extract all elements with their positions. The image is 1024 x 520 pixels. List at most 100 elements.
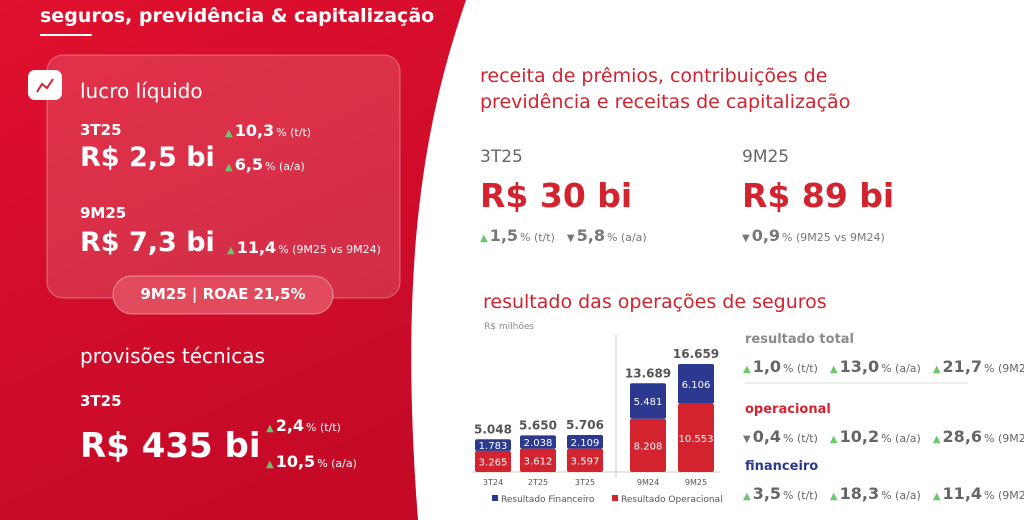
change-value: 10,5 [275, 452, 316, 471]
change-value: 1,0 [752, 357, 782, 376]
total-label: 13.689 [625, 366, 671, 380]
icon [28, 70, 62, 100]
total-label: 16.659 [673, 347, 719, 361]
trend-arrow: ▲ [932, 434, 941, 445]
total-label: 5.048 [474, 422, 512, 436]
x-tick-label: 9M24 [637, 478, 659, 487]
bar-segment [520, 435, 556, 449]
change-value: 1,5 [489, 226, 519, 245]
bar-segment [630, 418, 666, 472]
value-label: 6.106 [682, 380, 711, 391]
legend-label: Resultado Operacional [621, 495, 723, 505]
change-value: 5,8 [576, 226, 605, 245]
trend-arrow: ▲ [932, 491, 941, 502]
change-row: ▼0,4% (t/t)▲10,2% (a/a)▲28,6% (9M25 vs 9… [743, 427, 1024, 446]
change-row: ▲ 10,3% (t/t) [225, 121, 321, 140]
total-label: 5.650 [519, 418, 557, 432]
change-unit: % (t/t) [520, 231, 555, 244]
unit-label: R$ milhões [484, 322, 534, 332]
change-unit: % (9M25 vs 9M24) [782, 231, 885, 244]
change-value: 18,3 [839, 484, 880, 503]
trend-arrow: ▲ [225, 128, 233, 139]
trend-arrow: ▲ [829, 491, 838, 502]
trend-arrow: ▲ [480, 233, 488, 244]
change-unit: % (a/a) [881, 362, 921, 375]
bar-segment [475, 450, 511, 472]
value-label: 10.553 [679, 434, 714, 445]
x-tick-label: 2T25 [528, 478, 548, 487]
x-tick-label: 9M25 [685, 478, 707, 487]
change-unit: % (9M25 vs 9M24) [984, 432, 1024, 445]
section-title: receita de prêmios, contribuições de [480, 65, 828, 87]
change-row: ▲ 10,5% (a/a) [266, 452, 367, 471]
big-value: R$ 89 bi [742, 176, 895, 215]
value-label: 2.109 [571, 438, 600, 449]
section-title: previdência e receitas de capitalização [480, 91, 851, 113]
trend-arrow: ▲ [225, 162, 233, 173]
section-title: provisões técnicas [80, 344, 265, 368]
change-value: 21,7 [942, 357, 983, 376]
change-unit: % (a/a) [606, 231, 647, 244]
big-value: R$ 435 bi [80, 426, 261, 466]
legend-swatch [492, 495, 498, 501]
x-tick-label: 3T25 [575, 478, 595, 487]
x-tick-label: 3T24 [483, 478, 503, 487]
trend-arrow: ▲ [227, 245, 235, 256]
change-row: ▲ 11,4% (9M25 vs 9M24) [227, 238, 391, 257]
trend-arrow: ▲ [743, 364, 751, 375]
change-unit: % (t/t) [783, 362, 818, 375]
total-label: 5.706 [566, 418, 604, 432]
change-unit: % (t/t) [276, 126, 312, 139]
trend-arrow: ▲ [266, 423, 274, 434]
change-value: 11,4 [942, 484, 983, 503]
value-label: 8.208 [634, 441, 663, 452]
period: 9M25 [742, 147, 790, 167]
trend-arrow: ▼ [742, 233, 750, 244]
red-panel [0, 0, 466, 520]
trend-arrow: ▲ [266, 459, 274, 470]
change-unit: % (t/t) [306, 421, 341, 434]
value-label: 2.038 [524, 438, 553, 449]
bar-segment [567, 435, 603, 449]
change-row: ▲ 1,5% (t/t) ▼ 5,8% (a/a) [480, 226, 657, 245]
period: 3T25 [480, 147, 523, 167]
bar-segment [678, 403, 714, 472]
legend-label: Resultado Financeiro [501, 495, 595, 505]
card-title: lucro líquido [80, 79, 203, 103]
change-row: ▼ 0,9% (9M25 vs 9M24) [742, 226, 895, 245]
value-label: 3.612 [524, 456, 553, 467]
bar-segment [520, 448, 556, 472]
bar-segment [630, 383, 666, 419]
change-unit: % (a/a) [881, 432, 921, 445]
change-value: 3,5 [752, 484, 782, 503]
change-row: ▲ 2,4% (t/t) [266, 416, 351, 435]
period: 9M25 [80, 204, 127, 222]
breakdown-label: financeiro [745, 459, 819, 474]
change-unit: % (9M25 vs 9M24) [984, 489, 1024, 502]
value-label: 1.783 [479, 441, 508, 452]
change-value: 10,3 [234, 121, 275, 140]
roae: 9M25 | ROAE 21,5% [140, 285, 306, 303]
trend-arrow: ▼ [743, 434, 751, 445]
value-label: 5.481 [634, 397, 663, 408]
change-value: 2,4 [275, 416, 305, 435]
change-unit: % (9M25 vs 9M24) [984, 362, 1024, 375]
change-row: ▲3,5% (t/t)▲18,3% (a/a)▲11,4% (9M25 vs 9… [743, 484, 1024, 503]
change-value: 0,4 [752, 427, 782, 446]
change-unit: % (a/a) [881, 489, 921, 502]
change-row: ▲1,0% (t/t)▲13,0% (a/a)▲21,7% (9M25 vs 9… [743, 357, 1024, 376]
change-value: 28,6 [942, 427, 983, 446]
value-label: 3.265 [479, 457, 508, 468]
roae-pill [112, 275, 334, 315]
trend-arrow: ▲ [829, 434, 838, 445]
big-value: R$ 2,5 bi [80, 142, 215, 173]
trend-arrow: ▼ [566, 233, 575, 244]
period: 3T25 [80, 392, 122, 410]
big-value: R$ 30 bi [480, 176, 633, 215]
change-row: ▲ 6,5% (a/a) [225, 155, 315, 174]
trend-arrow: ▲ [829, 364, 838, 375]
trend-arrow: ▲ [932, 364, 941, 375]
